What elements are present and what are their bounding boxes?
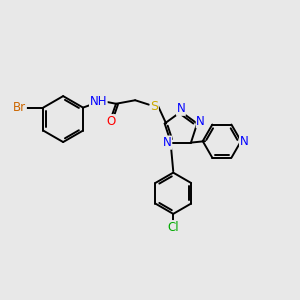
Text: N: N: [240, 135, 248, 148]
Text: O: O: [106, 115, 115, 128]
Text: N: N: [163, 136, 172, 149]
Text: S: S: [150, 100, 158, 112]
Text: N: N: [196, 115, 205, 128]
Text: N: N: [176, 102, 185, 115]
Text: NH: NH: [90, 94, 107, 108]
Text: Br: Br: [13, 101, 26, 114]
Text: Cl: Cl: [167, 220, 179, 234]
